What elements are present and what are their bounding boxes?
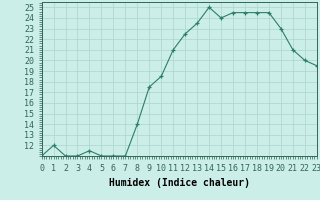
X-axis label: Humidex (Indice chaleur): Humidex (Indice chaleur)	[109, 178, 250, 188]
